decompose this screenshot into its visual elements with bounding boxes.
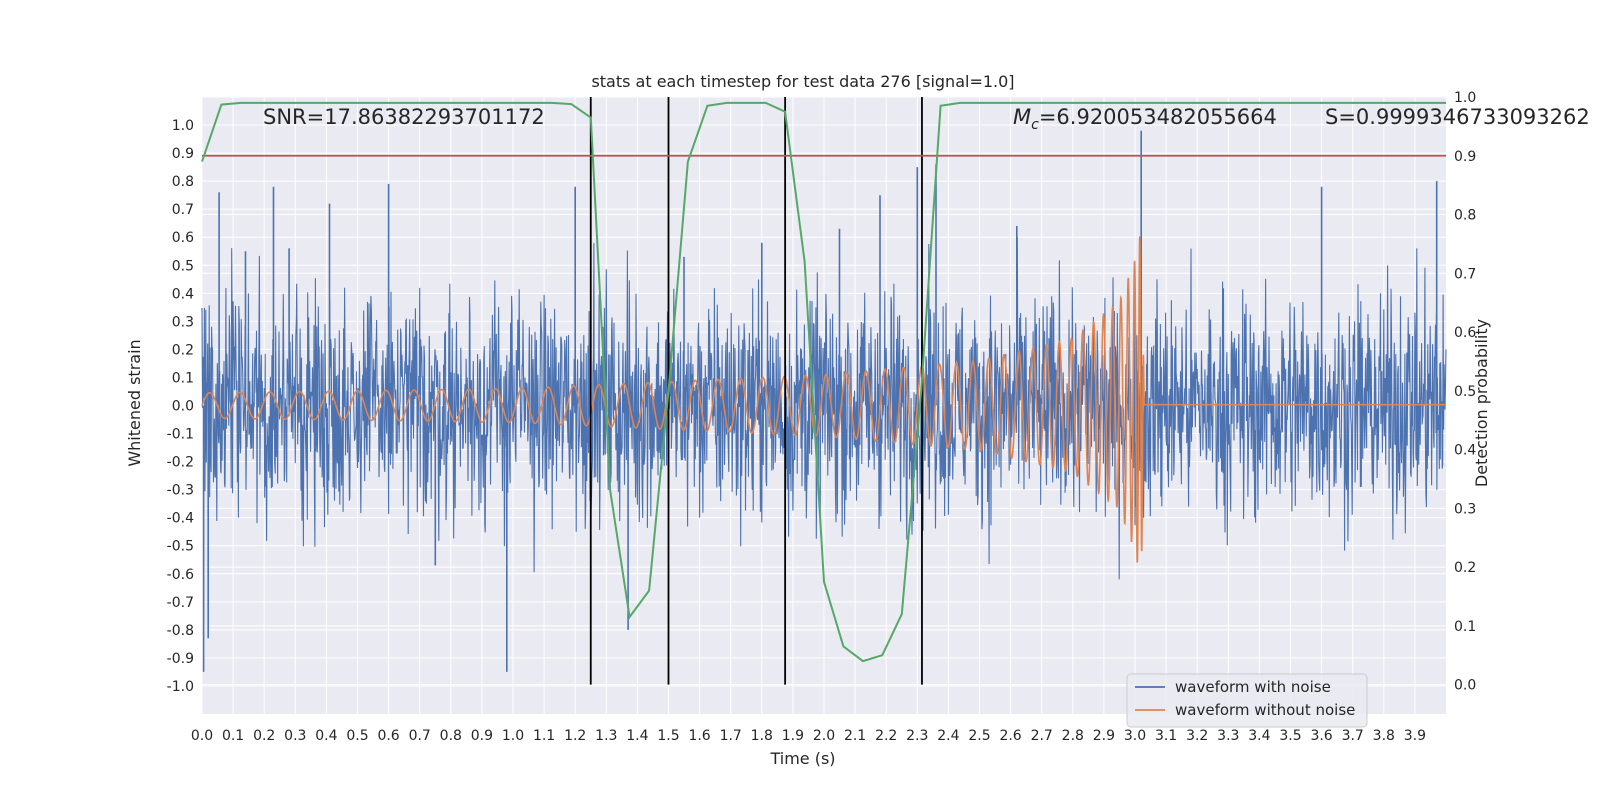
x-tick-label: 1.6 xyxy=(688,728,710,744)
y-tick-label: 0.3 xyxy=(172,314,194,330)
x-tick-label: 3.3 xyxy=(1217,728,1239,744)
x-tick-label: 2.0 xyxy=(813,728,835,744)
x-tick-label: 1.4 xyxy=(626,728,648,744)
x-tick-label: 1.2 xyxy=(564,728,586,744)
x-tick-label: 1.1 xyxy=(533,728,555,744)
x-tick-label: 3.9 xyxy=(1404,728,1426,744)
y-tick-label: 0.0 xyxy=(172,399,194,415)
plot-area xyxy=(201,96,1447,714)
x-tick-label: 3.8 xyxy=(1373,728,1395,744)
x-tick-label: 0.7 xyxy=(409,728,431,744)
x-tick-label: 2.3 xyxy=(906,728,928,744)
y-tick-label: 0.2 xyxy=(172,342,194,358)
mc-subscript: c xyxy=(1031,117,1039,133)
y-tick-label: -0.8 xyxy=(167,623,194,639)
y-tick-label: 0.8 xyxy=(172,174,194,190)
y-tick-label: -0.9 xyxy=(167,651,194,667)
x-tick-label: 2.8 xyxy=(1062,728,1084,744)
y-tick-label: -0.7 xyxy=(167,595,194,611)
x-axis-label: Time (s) xyxy=(769,749,835,768)
y-tick-label: 0.6 xyxy=(172,230,194,246)
y2-tick-label: 0.7 xyxy=(1454,266,1476,282)
y-tick-label: -0.6 xyxy=(167,567,194,583)
x-tick-label: 0.8 xyxy=(440,728,462,744)
x-tick-label: 0.6 xyxy=(377,728,399,744)
x-axis-ticks: 0.0 0.1 0.2 0.3 0.4 0.5 0.6 0.7 0.8 0.9 1.0 1.1 1.2 1… xyxy=(191,728,1426,744)
y2-tick-label: 0.0 xyxy=(1454,678,1476,694)
x-tick-label: 2.4 xyxy=(937,728,959,744)
mc-value: =6.920053482055664 xyxy=(1039,105,1277,129)
y-axis-ticks: 1.0 0.9 0.8 0.7 0.6 0.5 0.4 0.3 0.2 0.1 0.0 -0.1 -0.… xyxy=(167,118,194,695)
y-tick-label: -0.3 xyxy=(167,483,194,499)
y-tick-label: 0.1 xyxy=(172,370,194,386)
x-tick-label: 2.6 xyxy=(999,728,1021,744)
y2-tick-label: 0.1 xyxy=(1454,619,1476,635)
x-tick-label: 1.0 xyxy=(502,728,524,744)
x-tick-label: 2.9 xyxy=(1093,728,1115,744)
x-tick-label: 3.2 xyxy=(1186,728,1208,744)
y2-tick-label: 0.9 xyxy=(1454,149,1476,165)
x-tick-label: 1.8 xyxy=(751,728,773,744)
x-tick-label: 3.6 xyxy=(1310,728,1332,744)
y2-tick-label: 0.3 xyxy=(1454,501,1476,517)
y2-tick-label: 0.8 xyxy=(1454,208,1476,224)
mc-annotation: Mc=6.920053482055664 xyxy=(1013,105,1277,133)
y2-axis-ticks: 0.0 0.1 0.2 0.3 0.4 0.5 0.6 0.7 0.8 0.9 1.0 xyxy=(1454,90,1476,694)
noisy-waveform-line xyxy=(201,236,1447,580)
x-tick-label: 2.7 xyxy=(1031,728,1053,744)
x-tick-label: 0.2 xyxy=(253,728,275,744)
x-tick-label: 3.1 xyxy=(1155,728,1177,744)
x-tick-label: 1.9 xyxy=(782,728,804,744)
y-tick-label: 0.7 xyxy=(172,202,194,218)
y2-axis-label: Detection probability xyxy=(1472,319,1491,487)
y-tick-label: 0.9 xyxy=(172,146,194,162)
y-tick-label: 0.5 xyxy=(172,258,194,274)
x-tick-label: 2.2 xyxy=(875,728,897,744)
x-tick-label: 0.9 xyxy=(471,728,493,744)
y-tick-label: -0.5 xyxy=(167,539,194,555)
x-tick-label: 0.3 xyxy=(284,728,306,744)
x-tick-label: 0.0 xyxy=(191,728,213,744)
x-tick-label: 0.1 xyxy=(222,728,244,744)
y2-tick-label: 0.6 xyxy=(1454,325,1476,341)
x-tick-label: 3.7 xyxy=(1342,728,1364,744)
y-tick-label: -0.1 xyxy=(167,427,194,443)
y-tick-label: -0.4 xyxy=(167,511,194,527)
x-tick-label: 0.4 xyxy=(315,728,337,744)
x-tick-label: 1.5 xyxy=(657,728,679,744)
y2-tick-label: 0.2 xyxy=(1454,560,1476,576)
legend-label-clean: waveform without noise xyxy=(1175,701,1355,719)
chart-title: stats at each timestep for test data 276… xyxy=(591,72,1014,91)
y-tick-label: -1.0 xyxy=(167,679,194,695)
x-tick-label: 2.1 xyxy=(844,728,866,744)
x-tick-label: 0.5 xyxy=(346,728,368,744)
s-annotation: S=0.9999346733093262 xyxy=(1325,105,1590,129)
y-tick-label: -0.2 xyxy=(167,455,194,471)
x-tick-label: 1.3 xyxy=(595,728,617,744)
x-tick-label: 3.4 xyxy=(1248,728,1270,744)
legend-box xyxy=(1126,673,1368,728)
noisy-waveform-spikes xyxy=(202,130,1438,672)
clean-waveform-line xyxy=(201,236,1446,563)
y-tick-label: 0.4 xyxy=(172,286,194,302)
series-waveform-with-noise xyxy=(201,130,1447,672)
x-tick-label: 3.0 xyxy=(1124,728,1146,744)
y-tick-label: 1.0 xyxy=(172,118,194,134)
x-tick-label: 2.5 xyxy=(968,728,990,744)
probability-line xyxy=(201,101,1446,663)
legend: waveform with noise waveform without noi… xyxy=(1126,673,1368,728)
x-tick-label: 1.7 xyxy=(720,728,742,744)
y2-tick-label: 1.0 xyxy=(1454,90,1476,106)
series-waveform-without-noise xyxy=(201,236,1446,563)
y-axis-label: Whitened strain xyxy=(125,339,144,466)
y2-tick-label: 0.4 xyxy=(1454,443,1476,459)
mc-symbol: M xyxy=(1013,105,1031,129)
series-detection-probability xyxy=(201,101,1446,663)
x-tick-label: 3.5 xyxy=(1279,728,1301,744)
snr-annotation: SNR=17.86382293701172 xyxy=(263,105,545,129)
y2-tick-label: 0.5 xyxy=(1454,384,1476,400)
legend-label-noisy: waveform with noise xyxy=(1175,678,1331,696)
